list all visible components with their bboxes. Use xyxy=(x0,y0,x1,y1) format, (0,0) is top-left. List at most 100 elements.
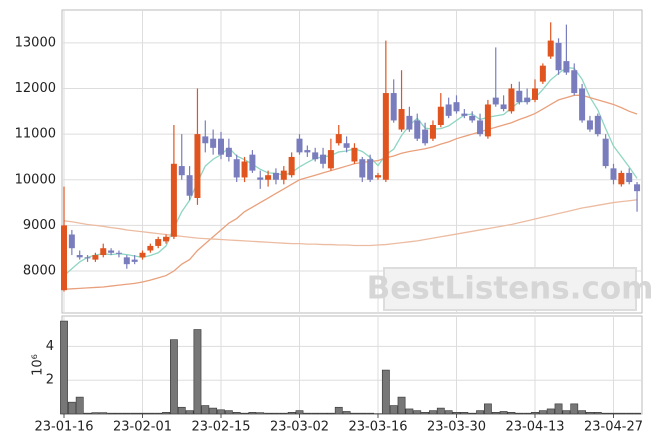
moving-average-line xyxy=(63,199,638,247)
volume-bar xyxy=(405,408,414,415)
candle-body xyxy=(155,239,162,246)
candle-body xyxy=(547,40,554,57)
volume-bar xyxy=(279,412,288,415)
volume-bar xyxy=(177,406,186,415)
volume-bar xyxy=(397,396,406,415)
candle-body xyxy=(437,106,444,125)
volume-bar xyxy=(460,412,469,415)
volume-bar xyxy=(436,407,445,415)
volume-bar xyxy=(358,412,367,415)
candle-body xyxy=(170,163,177,237)
candle-body xyxy=(249,154,256,171)
candle-body xyxy=(375,175,381,178)
candle-body xyxy=(92,255,99,260)
x-tick-label: 23-02-15 xyxy=(191,420,250,435)
volume-bar xyxy=(170,339,178,415)
moving-average-line xyxy=(63,66,638,277)
volume-bar xyxy=(122,412,131,415)
volume-bar xyxy=(617,412,626,415)
candle-body xyxy=(555,42,562,71)
volume-bar xyxy=(99,412,108,415)
candle-body xyxy=(123,257,130,265)
candle-body xyxy=(272,172,279,180)
candle-body xyxy=(398,109,405,130)
candle-body xyxy=(429,124,436,139)
volume-bar xyxy=(75,396,84,415)
volume-bar xyxy=(350,412,359,415)
volume-bar xyxy=(326,412,335,415)
volume-bar xyxy=(217,409,225,415)
candle-body xyxy=(225,147,232,157)
volume-bar xyxy=(389,405,398,415)
candle-body xyxy=(241,161,248,178)
watermark: BestListens.com xyxy=(367,267,653,311)
candle-body xyxy=(626,172,633,183)
volume-bar xyxy=(491,412,500,415)
candle-body xyxy=(139,252,146,258)
y-tick-label: 10000 xyxy=(15,172,56,187)
candle-body xyxy=(579,88,586,121)
volume-bar xyxy=(476,410,484,415)
candle-body xyxy=(61,225,67,291)
volume-frame xyxy=(61,315,643,415)
volume-bar xyxy=(483,403,492,415)
candle-body xyxy=(147,245,154,251)
candle-body xyxy=(335,134,342,144)
x-tick-label: 23-02-01 xyxy=(113,420,172,435)
volume-bar xyxy=(107,412,115,415)
volume-bar xyxy=(201,405,210,415)
volume-bar xyxy=(531,412,539,415)
volume-bar xyxy=(413,410,422,415)
candle-body xyxy=(288,156,295,176)
candle-body xyxy=(508,88,515,112)
y-tick-label: 13000 xyxy=(15,35,56,50)
volume-bar xyxy=(366,412,375,415)
candle-body xyxy=(68,234,75,249)
volume-bar xyxy=(67,401,76,415)
volume-bar xyxy=(633,412,641,415)
volume-bar xyxy=(570,403,579,415)
volume-bar xyxy=(256,412,265,415)
volume-bar xyxy=(138,412,147,415)
volume-bar xyxy=(303,412,312,415)
candle-body xyxy=(367,159,374,180)
candle-body xyxy=(280,170,287,180)
volume-bar xyxy=(334,406,343,415)
candle-body xyxy=(563,61,570,73)
candle-body xyxy=(343,143,350,148)
price-frame xyxy=(61,9,643,314)
candle-body xyxy=(453,102,460,112)
candle-body xyxy=(131,259,138,262)
volume-bar xyxy=(586,412,594,415)
volume-bar xyxy=(562,410,571,415)
volume-axis-label: 10⁶ xyxy=(31,354,46,376)
candle-body xyxy=(304,150,311,153)
volume-bar xyxy=(91,412,100,415)
volume-bar xyxy=(429,410,437,415)
candle-body xyxy=(571,70,578,94)
candle-body xyxy=(634,184,641,192)
volume-bar xyxy=(593,412,602,415)
volume-bar xyxy=(319,412,327,415)
candle-body xyxy=(210,138,217,148)
volume-bar xyxy=(625,412,634,415)
candle-body xyxy=(320,154,327,164)
volume-bar xyxy=(83,412,92,415)
volume-bar xyxy=(248,412,257,415)
volume-bar xyxy=(499,411,508,415)
volume-bar xyxy=(421,412,429,415)
x-tick-label: 23-04-27 xyxy=(584,420,643,435)
candle-body xyxy=(422,129,429,144)
candle-body xyxy=(445,104,452,116)
candle-body xyxy=(586,120,593,130)
y-tick-label: 2 xyxy=(46,373,54,388)
y-tick-label: 11000 xyxy=(15,127,56,142)
y-tick-label: 9000 xyxy=(23,218,56,233)
volume-bar xyxy=(609,412,618,415)
candle-body xyxy=(312,152,319,160)
volume-bar xyxy=(60,320,68,415)
volume-bar xyxy=(515,412,524,415)
volume-bar xyxy=(193,329,202,415)
candle-body xyxy=(406,115,413,130)
